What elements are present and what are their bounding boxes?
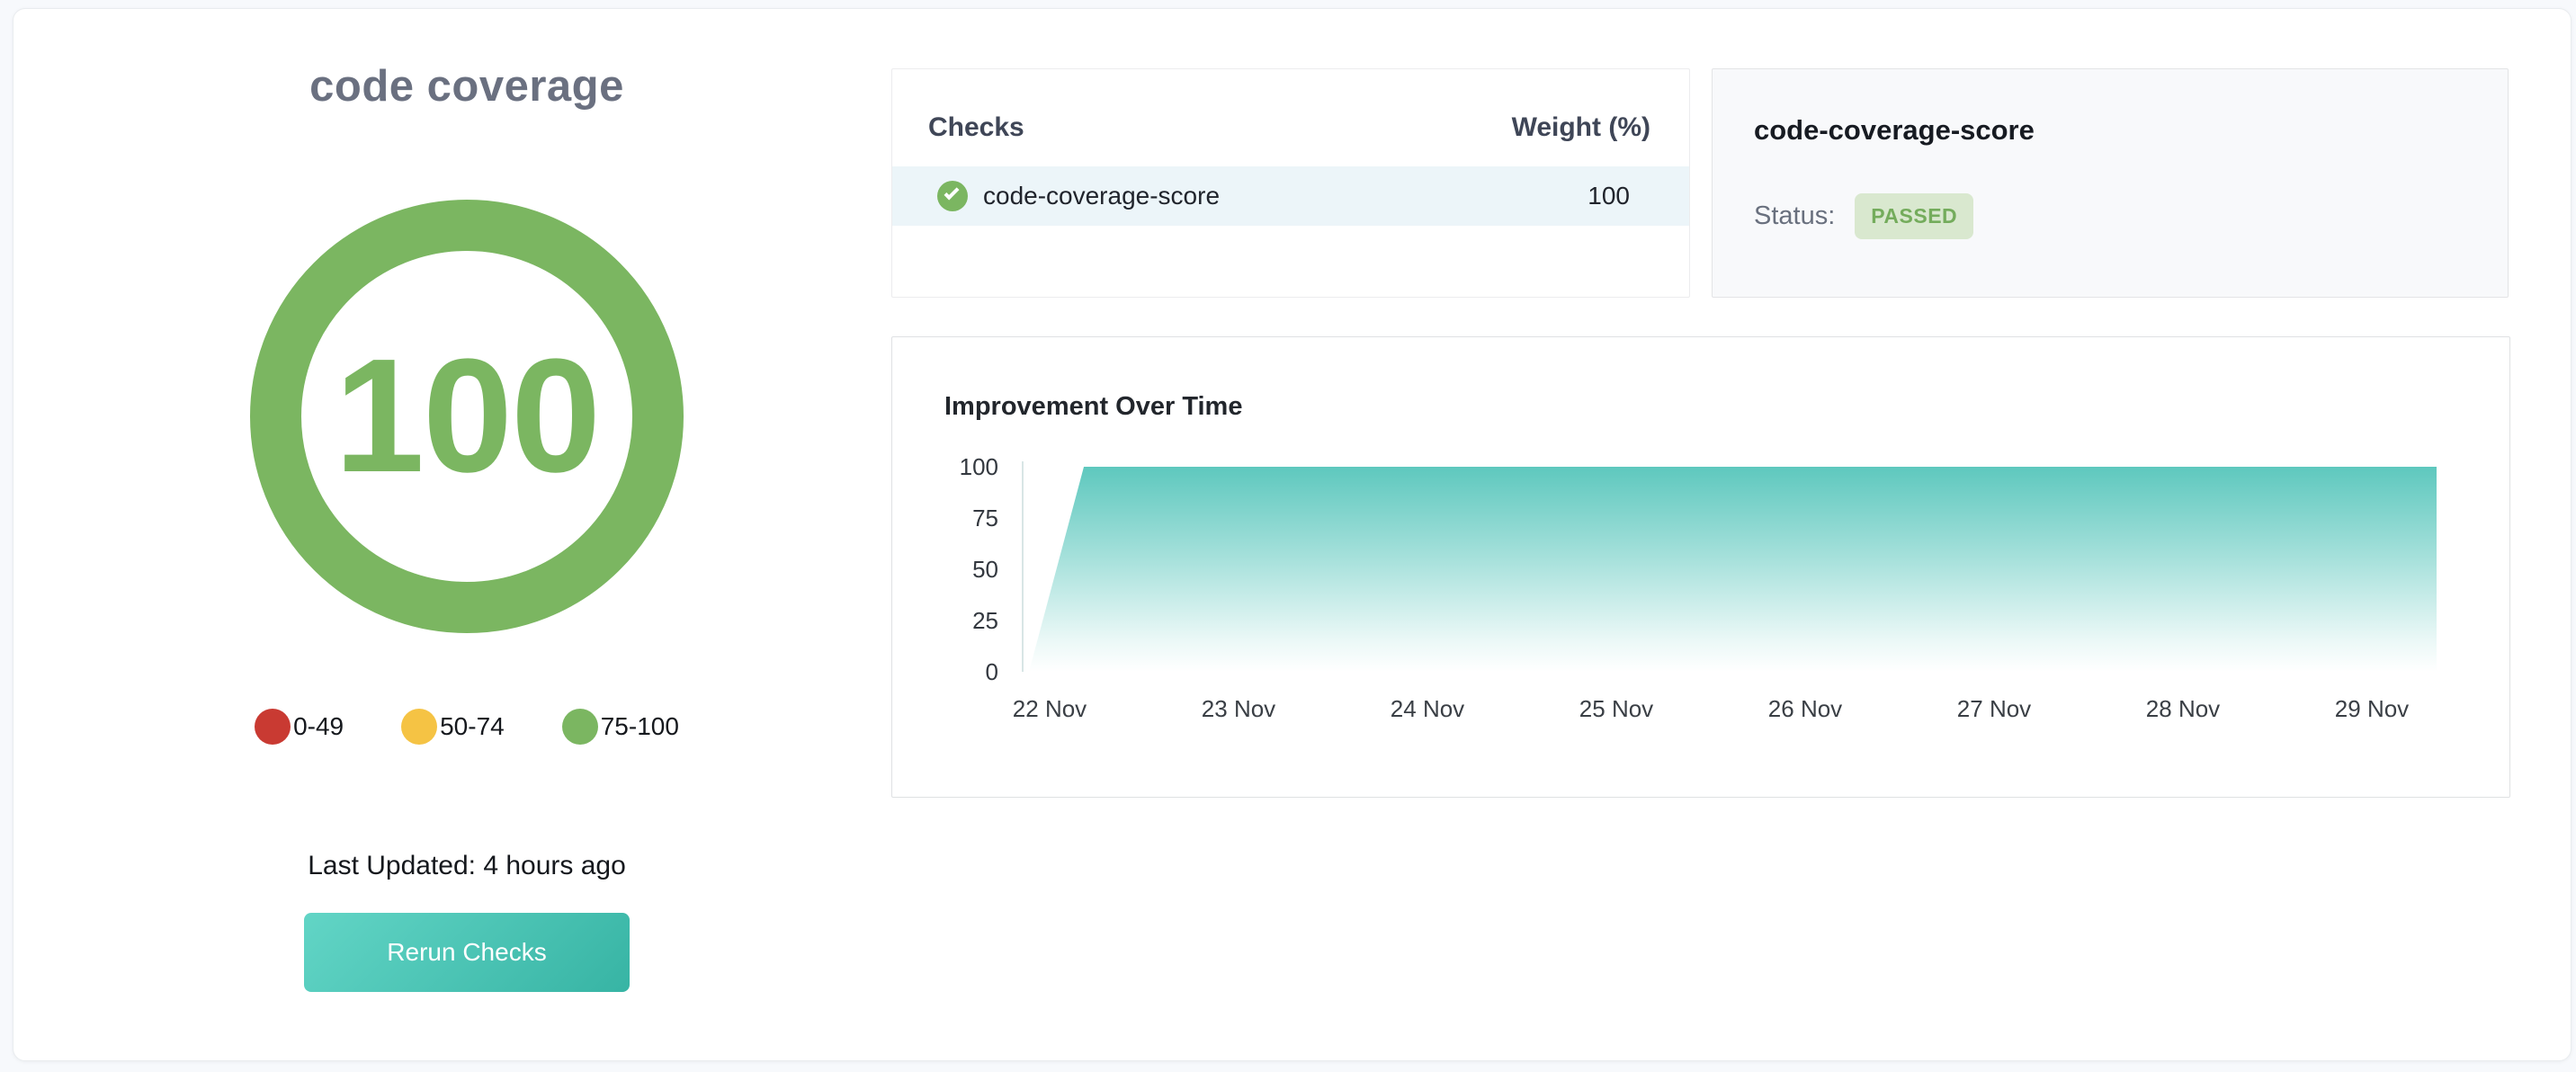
y-tick-75: 75 (972, 505, 998, 532)
table-row[interactable]: code-coverage-score 100 (892, 166, 1689, 226)
y-tick-0: 0 (985, 658, 998, 685)
score-panel: code coverage 100 0-49 50-74 75-100 La (35, 9, 899, 1062)
y-tick-50: 50 (972, 556, 998, 583)
checkmark-icon (944, 184, 960, 201)
x-tick-29nov: 29 Nov (2334, 695, 2410, 722)
x-tick-28nov: 28 Nov (2145, 695, 2221, 722)
legend-item-low: 0-49 (255, 709, 344, 745)
score-legend: 0-49 50-74 75-100 (255, 709, 679, 745)
chart-title: Improvement Over Time (944, 392, 1243, 421)
green-dot-icon (561, 709, 598, 745)
main-card: code coverage 100 0-49 50-74 75-100 La (13, 8, 2572, 1061)
page-title: code coverage (309, 62, 624, 111)
improvement-chart-card: Improvement Over Time 100 75 50 25 0 22 … (891, 336, 2510, 798)
checks-column-header: Checks (928, 112, 1024, 142)
status-panel-title: code-coverage-score (1754, 114, 2035, 146)
rerun-checks-button[interactable]: Rerun Checks (304, 913, 630, 992)
checks-table-card: Checks Weight (%) code-coverage-score 10… (891, 68, 1690, 298)
weight-column-header: Weight (%) (1511, 112, 1650, 142)
red-dot-icon (255, 709, 291, 745)
y-axis-line (1022, 461, 1024, 672)
x-tick-24nov: 24 Nov (1390, 695, 1465, 722)
status-label: Status: (1754, 201, 1836, 230)
status-badge: PASSED (1855, 193, 1974, 239)
legend-item-high: 75-100 (561, 709, 679, 745)
legend-label: 50-74 (440, 712, 505, 740)
score-gauge: 100 (250, 200, 684, 633)
x-tick-22nov: 22 Nov (1012, 695, 1087, 722)
legend-label: 0-49 (293, 712, 344, 740)
legend-label: 75-100 (600, 712, 679, 740)
last-updated-text: Last Updated: 4 hours ago (308, 851, 626, 880)
x-tick-23nov: 23 Nov (1201, 695, 1276, 722)
check-name: code-coverage-score (983, 182, 1221, 210)
check-weight-value: 100 (1588, 182, 1630, 210)
x-tick-27nov: 27 Nov (1956, 695, 2032, 722)
area-series (1029, 467, 2437, 672)
y-tick-100: 100 (959, 453, 998, 480)
legend-item-mid: 50-74 (401, 709, 505, 745)
check-circle-icon (937, 181, 968, 211)
status-row: Status: PASSED (1754, 193, 2466, 239)
x-tick-25nov: 25 Nov (1579, 695, 1654, 722)
checks-table-header: Checks Weight (%) (892, 69, 1689, 143)
score-value: 100 (334, 326, 601, 506)
x-tick-26nov: 26 Nov (1767, 695, 1843, 722)
status-panel: code-coverage-score Status: PASSED (1712, 68, 2509, 298)
yellow-dot-icon (401, 709, 438, 745)
y-tick-25: 25 (972, 607, 998, 634)
